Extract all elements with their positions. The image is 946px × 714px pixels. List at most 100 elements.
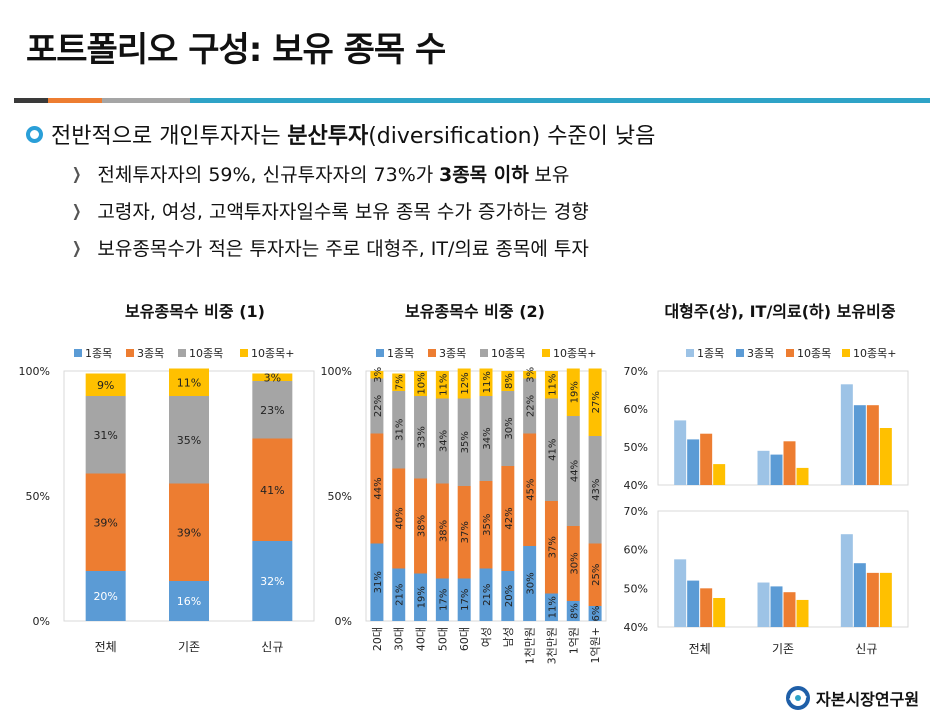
bar-segment	[252, 438, 293, 541]
data-label: 27%	[591, 391, 602, 413]
y-tick-label: 70%	[624, 505, 648, 518]
y-tick-label: 70%	[624, 365, 648, 378]
bar-segment	[457, 486, 471, 579]
bar-segment	[370, 378, 384, 434]
bar	[713, 464, 726, 485]
bar-segment	[414, 371, 428, 396]
bar-segment	[566, 526, 580, 601]
bar-segment	[435, 398, 449, 484]
data-label: 16%	[177, 595, 201, 608]
x-tick-label: 전체	[689, 642, 711, 656]
x-tick-label: 60대	[458, 627, 471, 651]
data-label: 38%	[417, 515, 428, 537]
bar	[713, 598, 726, 627]
bar-segment	[435, 483, 449, 579]
bar-segment	[544, 398, 558, 501]
y-tick-label: 100%	[321, 365, 352, 378]
legend-swatch	[376, 349, 384, 357]
chevron-right-icon: ❯	[72, 238, 82, 257]
data-label: 11%	[177, 376, 201, 389]
bar-segment	[392, 468, 406, 569]
data-label: 7%	[395, 374, 406, 390]
logo-text: 자본시장연구원	[816, 690, 920, 709]
bar-segment	[544, 371, 558, 399]
x-tick-label: 기존	[178, 640, 200, 654]
chart-title-2: 보유종목수 비중 (2)	[405, 302, 545, 321]
legend-swatch	[178, 349, 186, 357]
chart-title-1: 보유종목수 비중 (1)	[125, 302, 265, 321]
y-tick-label: 60%	[624, 403, 648, 416]
bar-segment	[523, 546, 537, 621]
bar-segment	[414, 478, 428, 574]
bar-segment	[544, 501, 558, 594]
data-label: 3%	[526, 367, 537, 383]
bar-segment	[435, 578, 449, 621]
legend-label: 10종목	[189, 347, 223, 360]
data-label: 22%	[373, 395, 384, 417]
data-label: 31%	[395, 419, 406, 441]
bar	[770, 454, 783, 485]
data-label: 41%	[547, 439, 558, 461]
bar-segment	[169, 581, 209, 621]
bar-segment	[523, 371, 537, 379]
legend-swatch	[240, 349, 248, 357]
chevron-right-icon: ❯	[72, 164, 82, 183]
y-tick-label: 50%	[624, 582, 648, 595]
data-label: 11%	[438, 374, 449, 396]
bar-segment	[479, 481, 493, 569]
bar	[840, 534, 853, 627]
bar	[757, 582, 770, 627]
data-label: 11%	[547, 596, 558, 618]
legend-label: 1종목	[387, 347, 414, 360]
y-tick-label: 50%	[328, 490, 352, 503]
bar	[866, 572, 879, 627]
data-label: 11%	[482, 371, 493, 393]
bar	[700, 588, 713, 627]
data-label: 34%	[438, 430, 449, 452]
bar-segment	[544, 593, 558, 621]
data-label: 42%	[504, 507, 515, 529]
bar-segment	[169, 368, 209, 396]
legend-label: 3종목	[439, 347, 466, 360]
bar	[879, 572, 892, 627]
main-bullet-pre: 전반적으로 개인투자자는	[51, 124, 281, 149]
y-tick-label: 50%	[26, 490, 50, 503]
bar-segment	[479, 396, 493, 481]
data-label: 44%	[569, 460, 580, 482]
data-label: 31%	[93, 429, 117, 442]
data-label: 20%	[504, 585, 515, 607]
bar	[783, 441, 796, 485]
bar	[687, 580, 700, 627]
main-bullet: 전반적으로 개인투자자는 분산투자 (diversification) 수준이 …	[26, 118, 655, 150]
y-tick-label: 60%	[624, 544, 648, 557]
bar-segment	[479, 568, 493, 621]
bar-segment	[523, 378, 537, 434]
legend-swatch	[686, 349, 694, 357]
bar	[796, 599, 809, 627]
sub-bullet-text: 보유종목수가 적은 투자자는 주로 대형주, IT/의료 종목에 투자	[97, 238, 589, 260]
data-label: 41%	[260, 484, 284, 497]
bar-segment	[85, 373, 126, 396]
bar	[840, 384, 853, 485]
data-label: 37%	[547, 536, 558, 558]
x-tick-label: 신규	[261, 640, 283, 654]
bar-segment	[588, 543, 602, 606]
x-tick-label: 남성	[502, 627, 515, 647]
bar-segment	[588, 368, 602, 436]
bar-segment	[588, 436, 602, 544]
logo: 자본시장연구원	[786, 686, 919, 710]
data-label: 8%	[569, 603, 580, 619]
bar	[783, 592, 796, 627]
data-label: 34%	[482, 427, 493, 449]
legend-label: 3종목	[747, 347, 774, 360]
data-label: 12%	[460, 372, 471, 394]
data-label: 33%	[417, 426, 428, 448]
legend-label: 3종목	[137, 347, 164, 360]
sub-bullet: ❯ 고령자, 여성, 고액투자자일수록 보유 종목 수가 증가하는 경향	[70, 197, 655, 224]
ring-icon	[26, 125, 43, 143]
sub-bullet: ❯ 전체투자자의 59%, 신규투자자의 73%가 3종목 이하 보유	[70, 160, 655, 187]
bar	[700, 433, 713, 485]
data-label: 17%	[438, 589, 449, 611]
bar-segment	[457, 398, 471, 486]
data-label: 37%	[460, 521, 471, 543]
